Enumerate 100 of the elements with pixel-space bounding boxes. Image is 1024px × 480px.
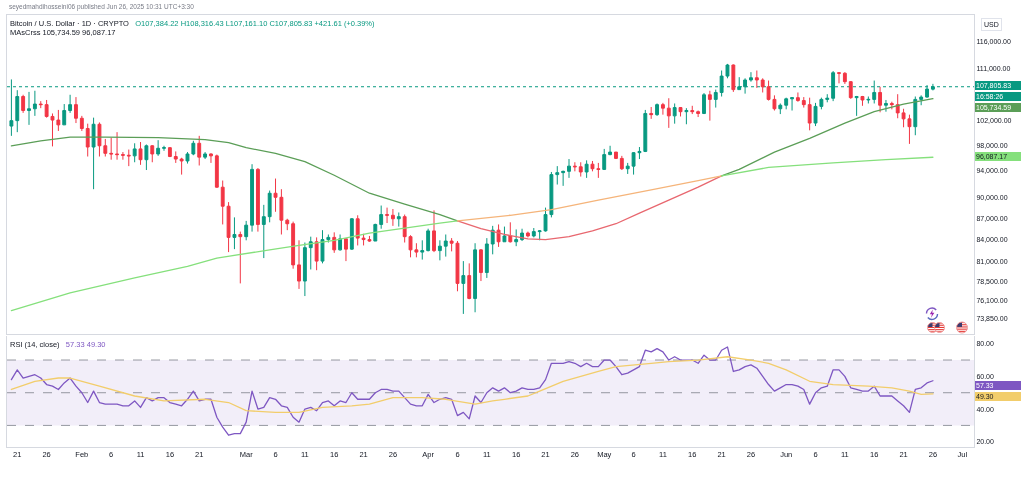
candlestick — [930, 83, 935, 90]
candlestick — [291, 221, 296, 270]
candlestick — [801, 96, 806, 109]
candlestick — [21, 94, 26, 114]
candlestick — [496, 223, 501, 248]
candlestick — [156, 139, 161, 157]
candlestick — [619, 155, 624, 171]
candlestick — [162, 145, 166, 152]
candlestick — [531, 227, 536, 238]
candlestick — [244, 220, 249, 241]
candlestick — [608, 145, 613, 156]
candlestick — [27, 91, 31, 126]
candlestick — [672, 102, 677, 125]
candlestick — [567, 158, 571, 179]
candlestick — [426, 228, 431, 252]
candlestick — [232, 216, 237, 250]
candlestick — [150, 144, 155, 163]
candlestick — [344, 238, 348, 262]
candlestick — [144, 144, 149, 171]
candlestick — [132, 142, 137, 163]
candlestick — [502, 226, 507, 243]
candlestick — [38, 100, 43, 109]
candlestick — [578, 161, 583, 178]
candlestick — [390, 208, 395, 227]
candlestick — [837, 71, 841, 84]
candlestick — [467, 262, 472, 300]
candlestick — [473, 242, 478, 313]
candlestick — [825, 93, 830, 103]
candlestick — [173, 150, 178, 164]
candlestick — [437, 239, 442, 261]
candlestick — [308, 236, 313, 270]
candlestick — [179, 157, 184, 176]
candlestick — [584, 159, 589, 179]
candlestick — [666, 97, 671, 129]
candlestick — [126, 149, 131, 167]
candlestick — [68, 94, 73, 114]
candlestick — [285, 219, 290, 231]
candlestick — [91, 117, 96, 190]
line-series — [456, 175, 723, 222]
candlestick — [138, 141, 143, 166]
candlestick — [85, 123, 90, 158]
candlestick — [649, 106, 654, 120]
candlestick — [860, 96, 865, 107]
candlestick — [514, 228, 519, 247]
candlestick — [731, 63, 736, 93]
candlestick — [15, 89, 20, 133]
candlestick — [508, 221, 513, 243]
candlestick — [913, 96, 918, 136]
candlestick — [655, 102, 659, 117]
candlestick — [267, 190, 272, 223]
candlestick — [396, 211, 401, 228]
candlestick — [807, 97, 812, 131]
candlestick — [332, 231, 337, 254]
candlestick — [338, 233, 343, 252]
candlestick — [214, 154, 219, 189]
candlestick — [702, 92, 706, 115]
candlestick — [572, 161, 577, 172]
candlestick — [490, 225, 495, 255]
candlestick — [866, 96, 871, 104]
line-series — [456, 175, 723, 241]
candlestick — [614, 151, 618, 160]
candlestick — [209, 152, 213, 164]
candlestick — [349, 217, 354, 251]
candlestick — [889, 101, 894, 110]
candlestick — [561, 170, 566, 187]
candlestick — [197, 135, 202, 166]
candlestick — [261, 204, 266, 259]
candlestick — [379, 205, 384, 230]
candlestick — [690, 105, 695, 115]
candlestick — [115, 131, 119, 161]
candlestick — [854, 95, 859, 117]
candlestick — [443, 233, 448, 258]
line-series — [720, 156, 934, 177]
candlestick — [790, 97, 794, 112]
candlestick — [373, 223, 378, 242]
candlestick — [713, 89, 718, 109]
candlestick — [602, 148, 607, 171]
candlestick — [420, 239, 425, 261]
candlestick — [109, 137, 114, 161]
candlestick — [754, 70, 759, 89]
candlestick — [250, 163, 254, 233]
candlestick — [79, 115, 84, 132]
line-series — [10, 136, 459, 222]
candlestick — [707, 90, 712, 122]
candlestick — [884, 99, 888, 113]
candlestick — [314, 236, 319, 271]
candlestick — [660, 102, 665, 116]
candlestick — [919, 94, 924, 106]
candlestick — [696, 110, 701, 118]
candlestick — [461, 260, 466, 315]
candlestick — [784, 97, 789, 110]
candlestick — [749, 71, 753, 83]
candlestick — [432, 209, 436, 253]
candlestick — [120, 151, 125, 161]
candlestick — [778, 102, 783, 115]
candlestick — [848, 80, 853, 100]
line-series — [10, 220, 459, 312]
candlestick — [302, 242, 307, 297]
candlestick — [255, 167, 260, 233]
candlestick — [167, 146, 172, 158]
